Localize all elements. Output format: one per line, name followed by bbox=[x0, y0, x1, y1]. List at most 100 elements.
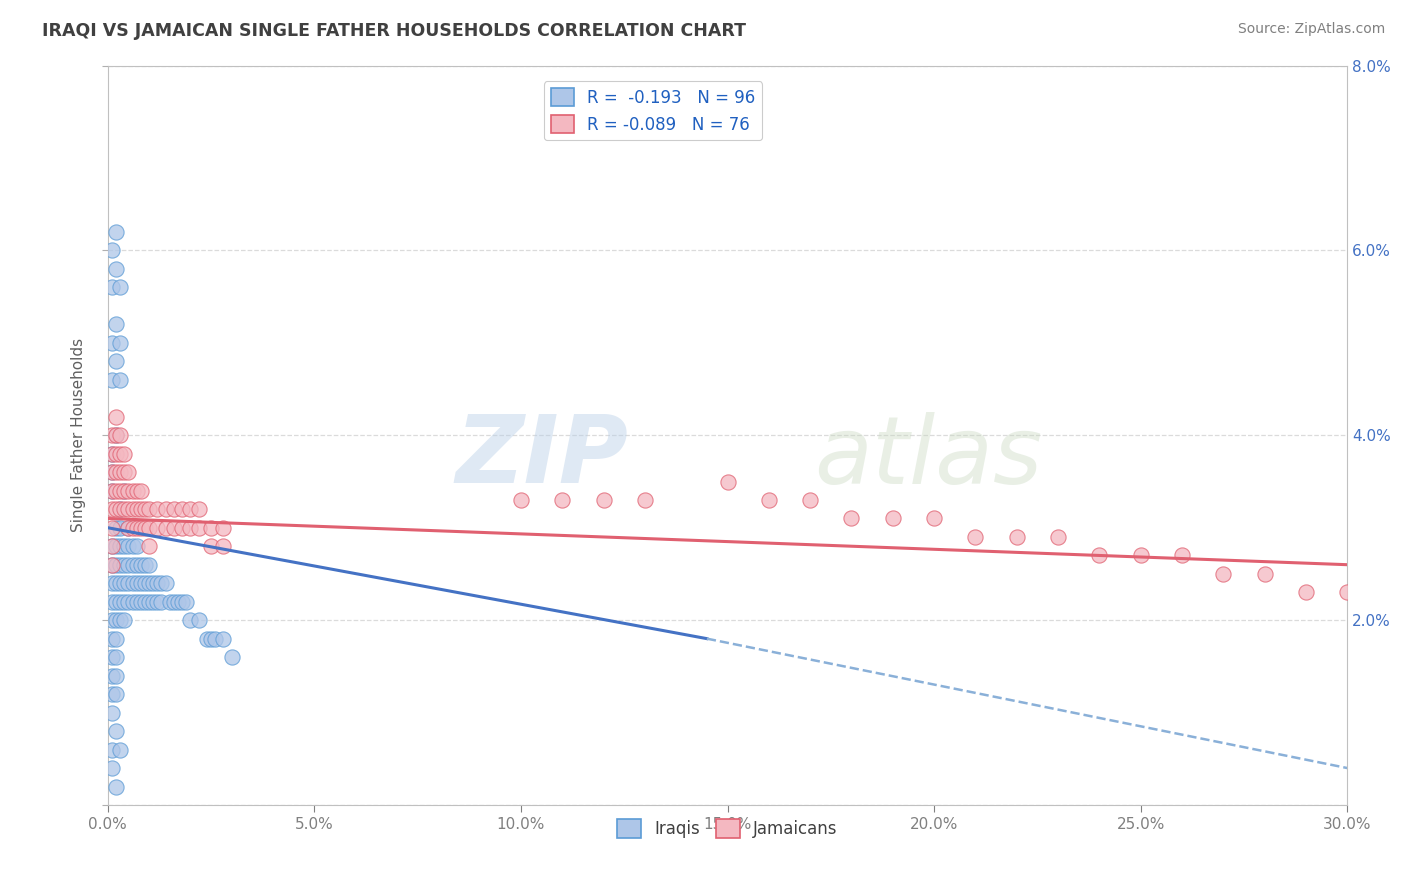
Point bbox=[163, 502, 186, 516]
Point bbox=[101, 447, 124, 461]
Point bbox=[101, 521, 124, 535]
Point bbox=[105, 502, 128, 516]
Point bbox=[1047, 530, 1070, 544]
Point bbox=[101, 558, 124, 572]
Point bbox=[129, 576, 152, 591]
Point bbox=[117, 465, 139, 479]
Point bbox=[634, 493, 657, 508]
Point bbox=[112, 576, 135, 591]
Point bbox=[105, 428, 128, 442]
Point bbox=[117, 521, 139, 535]
Point bbox=[187, 521, 209, 535]
Y-axis label: Single Father Households: Single Father Households bbox=[72, 338, 86, 533]
Point bbox=[112, 483, 135, 498]
Point bbox=[108, 373, 131, 387]
Point bbox=[150, 576, 173, 591]
Point bbox=[117, 595, 139, 609]
Point bbox=[146, 576, 169, 591]
Point bbox=[134, 521, 156, 535]
Point bbox=[101, 483, 124, 498]
Point bbox=[179, 613, 201, 627]
Point bbox=[1088, 549, 1111, 563]
Point bbox=[101, 595, 124, 609]
Point bbox=[195, 632, 218, 646]
Point bbox=[142, 595, 165, 609]
Point bbox=[129, 521, 152, 535]
Point bbox=[159, 595, 181, 609]
Point bbox=[592, 493, 614, 508]
Point bbox=[105, 595, 128, 609]
Point bbox=[117, 539, 139, 553]
Point bbox=[129, 558, 152, 572]
Point bbox=[105, 318, 128, 332]
Point bbox=[150, 595, 173, 609]
Point bbox=[117, 502, 139, 516]
Point bbox=[134, 595, 156, 609]
Point bbox=[125, 483, 148, 498]
Point bbox=[105, 650, 128, 665]
Text: IRAQI VS JAMAICAN SINGLE FATHER HOUSEHOLDS CORRELATION CHART: IRAQI VS JAMAICAN SINGLE FATHER HOUSEHOL… bbox=[42, 22, 747, 40]
Point bbox=[108, 521, 131, 535]
Point bbox=[105, 447, 128, 461]
Point bbox=[108, 502, 131, 516]
Point bbox=[108, 428, 131, 442]
Point bbox=[101, 558, 124, 572]
Point bbox=[105, 261, 128, 276]
Point bbox=[138, 558, 160, 572]
Point bbox=[101, 502, 124, 516]
Point bbox=[117, 558, 139, 572]
Point bbox=[172, 502, 194, 516]
Point bbox=[134, 502, 156, 516]
Point bbox=[117, 483, 139, 498]
Point bbox=[200, 539, 222, 553]
Point bbox=[167, 595, 190, 609]
Point bbox=[121, 502, 143, 516]
Point bbox=[142, 576, 165, 591]
Point bbox=[101, 668, 124, 682]
Text: ZIP: ZIP bbox=[456, 411, 628, 503]
Point bbox=[138, 521, 160, 535]
Point bbox=[146, 502, 169, 516]
Point bbox=[125, 521, 148, 535]
Point bbox=[105, 354, 128, 368]
Point bbox=[129, 595, 152, 609]
Point bbox=[121, 595, 143, 609]
Point bbox=[105, 724, 128, 739]
Point bbox=[163, 521, 186, 535]
Point bbox=[101, 465, 124, 479]
Point bbox=[965, 530, 987, 544]
Point bbox=[179, 521, 201, 535]
Point bbox=[101, 650, 124, 665]
Point bbox=[117, 521, 139, 535]
Legend: Iraqis, Jamaicans: Iraqis, Jamaicans bbox=[610, 813, 845, 845]
Point bbox=[138, 595, 160, 609]
Point bbox=[105, 539, 128, 553]
Point bbox=[799, 493, 821, 508]
Point bbox=[155, 502, 177, 516]
Point bbox=[121, 558, 143, 572]
Point bbox=[125, 595, 148, 609]
Point bbox=[108, 613, 131, 627]
Point bbox=[112, 502, 135, 516]
Point bbox=[1253, 566, 1275, 581]
Point bbox=[138, 502, 160, 516]
Point bbox=[108, 465, 131, 479]
Point bbox=[155, 576, 177, 591]
Point bbox=[112, 595, 135, 609]
Point bbox=[112, 613, 135, 627]
Point bbox=[101, 447, 124, 461]
Point bbox=[108, 576, 131, 591]
Point bbox=[105, 428, 128, 442]
Point bbox=[200, 521, 222, 535]
Point bbox=[716, 475, 738, 489]
Point bbox=[204, 632, 226, 646]
Point bbox=[105, 409, 128, 424]
Point bbox=[108, 742, 131, 756]
Point bbox=[105, 613, 128, 627]
Point bbox=[101, 539, 124, 553]
Point bbox=[105, 780, 128, 794]
Point bbox=[105, 465, 128, 479]
Point bbox=[1212, 566, 1234, 581]
Point bbox=[187, 613, 209, 627]
Point bbox=[101, 687, 124, 701]
